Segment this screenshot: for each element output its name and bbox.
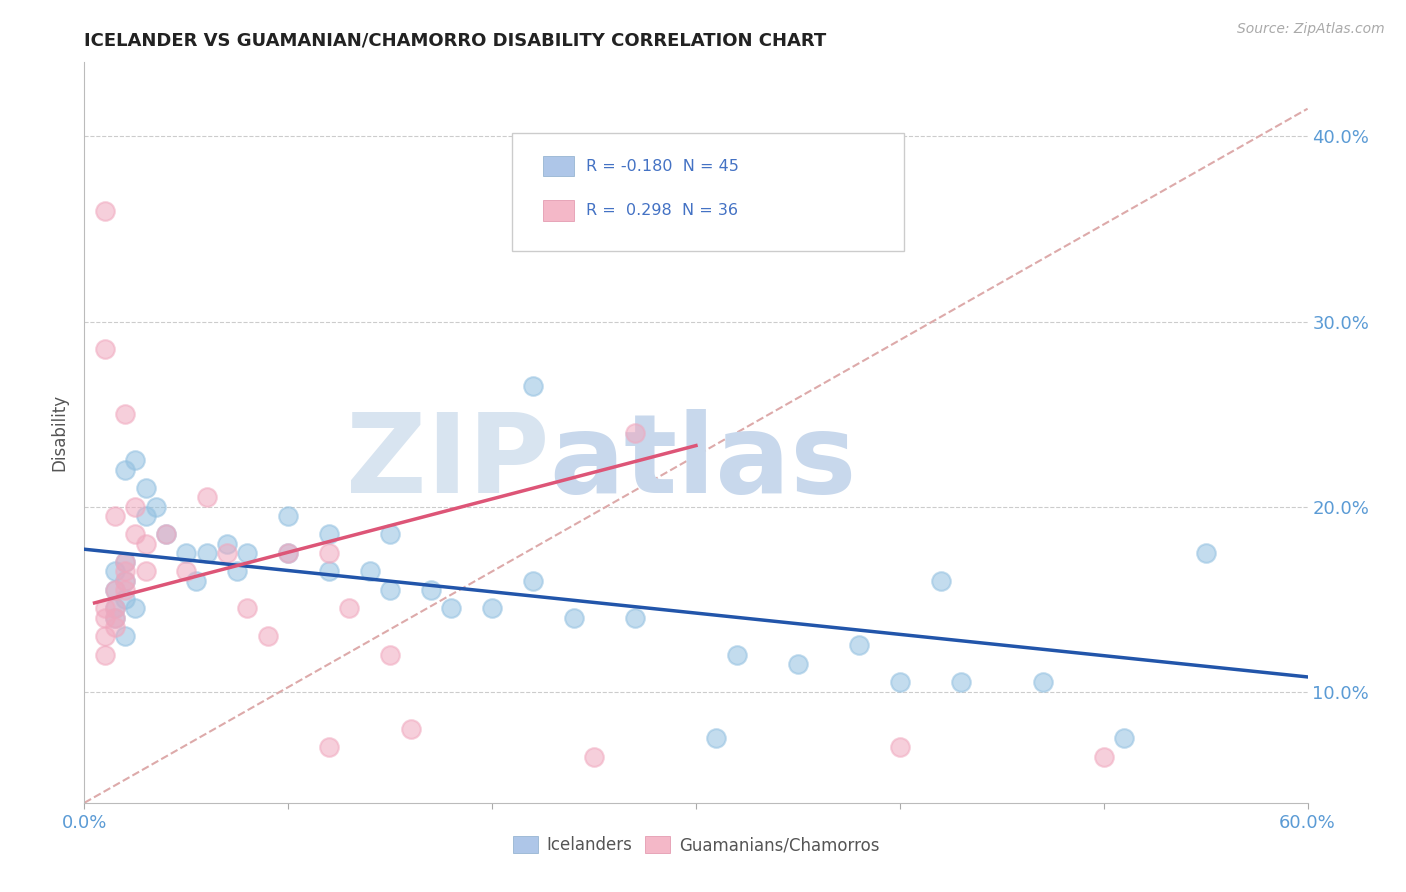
Point	[104, 565, 127, 579]
Point	[104, 610, 127, 624]
Point	[114, 555, 136, 569]
Point	[562, 610, 585, 624]
FancyBboxPatch shape	[543, 200, 574, 221]
Point	[1114, 731, 1136, 745]
Point	[1195, 546, 1218, 560]
Point	[217, 536, 239, 550]
Point	[481, 601, 503, 615]
Y-axis label: Disability: Disability	[51, 394, 69, 471]
Point	[318, 565, 340, 579]
Point	[114, 629, 136, 643]
Point	[318, 527, 340, 541]
Point	[929, 574, 952, 588]
Point	[339, 601, 361, 615]
Point	[93, 648, 115, 662]
Text: R = -0.180  N = 45: R = -0.180 N = 45	[586, 159, 738, 174]
Text: ICELANDER VS GUAMANIAN/CHAMORRO DISABILITY CORRELATION CHART: ICELANDER VS GUAMANIAN/CHAMORRO DISABILI…	[84, 32, 827, 50]
Point	[93, 203, 115, 218]
Text: R =  0.298  N = 36: R = 0.298 N = 36	[586, 203, 738, 218]
Point	[277, 546, 299, 560]
Point	[93, 629, 115, 643]
Point	[104, 582, 127, 597]
Point	[104, 601, 127, 615]
Point	[195, 491, 218, 505]
Point	[93, 343, 115, 357]
Point	[93, 601, 115, 615]
Point	[380, 527, 402, 541]
Text: Source: ZipAtlas.com: Source: ZipAtlas.com	[1237, 22, 1385, 37]
Point	[380, 582, 402, 597]
Point	[155, 527, 177, 541]
Point	[706, 731, 728, 745]
Text: ZIP: ZIP	[346, 409, 550, 516]
Point	[277, 546, 299, 560]
Point	[124, 453, 146, 467]
Point	[1032, 675, 1054, 690]
Point	[848, 639, 870, 653]
Point	[104, 620, 127, 634]
Legend: Icelanders, Guamanians/Chamorros: Icelanders, Guamanians/Chamorros	[506, 830, 886, 861]
Point	[236, 601, 259, 615]
Point	[174, 546, 197, 560]
Point	[380, 648, 402, 662]
Point	[135, 565, 157, 579]
Point	[145, 500, 167, 514]
Point	[624, 425, 647, 440]
Point	[277, 508, 299, 523]
Point	[217, 546, 239, 560]
Point	[114, 555, 136, 569]
Point	[124, 601, 146, 615]
Point	[257, 629, 280, 643]
Point	[522, 379, 544, 393]
Point	[624, 610, 647, 624]
Point	[135, 508, 157, 523]
Point	[725, 648, 748, 662]
Point	[359, 565, 381, 579]
FancyBboxPatch shape	[513, 133, 904, 252]
Point	[420, 582, 443, 597]
Point	[155, 527, 177, 541]
Point	[787, 657, 810, 671]
Point	[114, 565, 136, 579]
Point	[195, 546, 218, 560]
Point	[135, 536, 157, 550]
Point	[889, 740, 911, 755]
FancyBboxPatch shape	[543, 156, 574, 177]
Point	[174, 565, 197, 579]
Text: atlas: atlas	[550, 409, 856, 516]
Point	[399, 722, 422, 736]
Point	[104, 508, 127, 523]
Point	[114, 462, 136, 476]
Point	[104, 610, 127, 624]
Point	[124, 527, 146, 541]
Point	[236, 546, 259, 560]
Point	[889, 675, 911, 690]
Point	[1092, 749, 1115, 764]
Point	[522, 574, 544, 588]
Point	[440, 601, 463, 615]
Point	[104, 601, 127, 615]
Point	[114, 582, 136, 597]
Point	[114, 592, 136, 607]
Point	[950, 675, 973, 690]
Point	[114, 574, 136, 588]
Point	[114, 574, 136, 588]
Point	[114, 407, 136, 421]
Point	[93, 610, 115, 624]
Point	[318, 740, 340, 755]
Point	[318, 546, 340, 560]
Point	[104, 582, 127, 597]
Point	[226, 565, 249, 579]
Point	[583, 749, 606, 764]
Point	[186, 574, 208, 588]
Point	[124, 500, 146, 514]
Point	[135, 481, 157, 495]
